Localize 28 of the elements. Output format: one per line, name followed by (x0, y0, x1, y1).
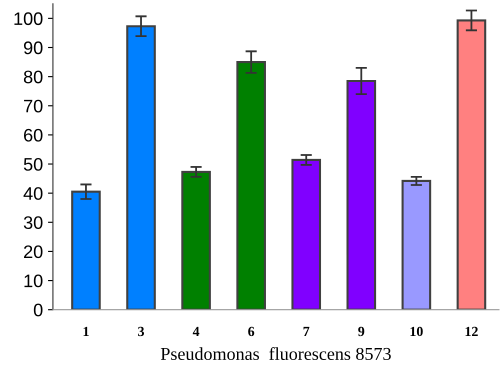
bar (346, 80, 376, 310)
bar (126, 25, 156, 310)
y-tick-label: 100 (14, 12, 42, 26)
x-tick-label: 9 (358, 326, 364, 336)
bar (181, 170, 211, 310)
y-tick-label: 70 (24, 100, 42, 112)
x-tick-label: 3 (138, 326, 144, 336)
y-tick-label: 40 (24, 187, 42, 200)
bar (291, 158, 322, 310)
bar (456, 19, 486, 310)
bar (402, 180, 432, 310)
x-tick-label: 7 (304, 326, 310, 336)
y-tick-label: 10 (24, 274, 42, 288)
x-axis-title: Pseudomonas fluorescens 8573 (160, 347, 391, 360)
x-tick-label: 6 (248, 326, 254, 336)
x-tick-label: 10 (410, 326, 423, 336)
y-tick-label: 0 (34, 304, 42, 316)
y-tick-label: 20 (24, 245, 42, 258)
y-tick-label: 30 (24, 216, 42, 230)
y-tick-label: 80 (24, 70, 42, 84)
x-tick-label: 1 (84, 326, 89, 336)
x-tick-label: 12 (466, 326, 478, 336)
y-tick-label: 90 (24, 41, 42, 54)
bar (236, 61, 266, 310)
bar (71, 190, 101, 310)
x-tick-label: 4 (192, 326, 200, 336)
y-tick-label: 50 (24, 158, 42, 171)
y-tick-label: 60 (24, 128, 42, 142)
